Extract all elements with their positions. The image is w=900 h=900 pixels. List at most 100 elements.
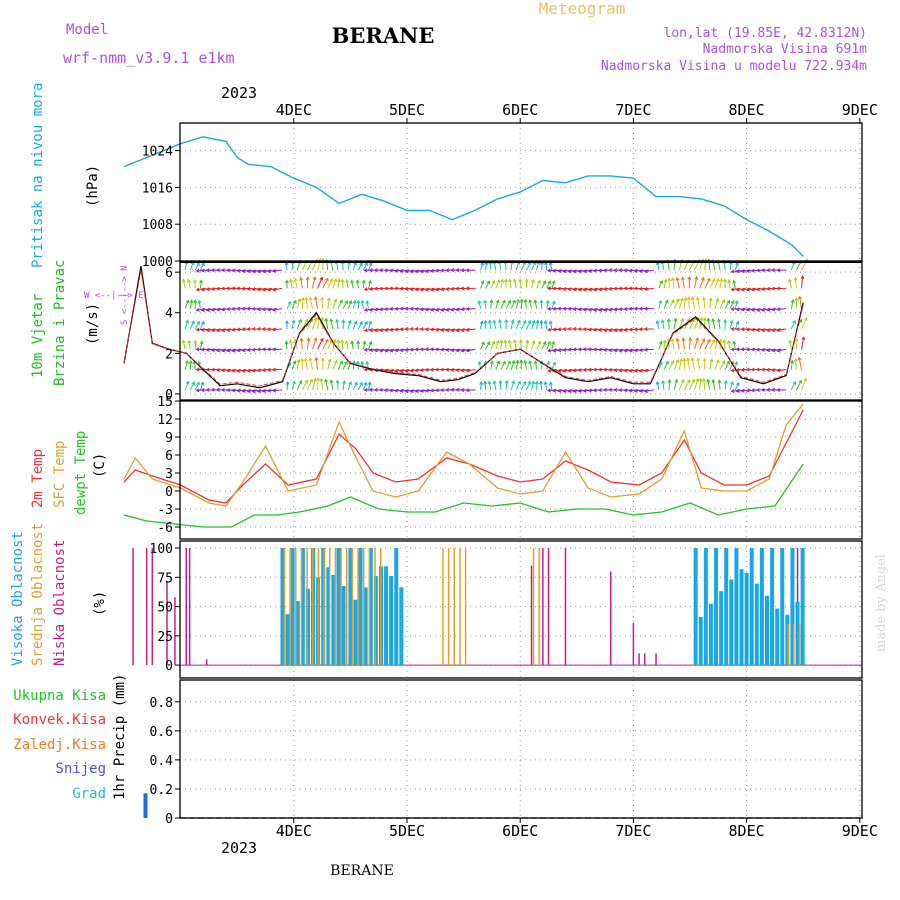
wind-arrowhead [251,389,256,394]
wind-arrowhead [465,327,470,332]
wind-arrow [456,328,466,332]
wind-arrowhead [389,327,394,332]
wind-arrowhead [210,286,215,291]
wind-arrowhead [512,278,517,283]
wind-arrowhead [314,356,319,361]
wind-arrow [688,297,690,309]
wind-arrowhead [195,287,200,292]
wind-arrowhead [356,299,361,304]
wind-arrow [801,276,804,289]
wind-arrowhead [303,357,308,362]
wind-arrowhead [210,367,215,372]
wind-arrowhead [771,307,776,312]
cloud-bar-high [353,599,358,666]
wind-arrow [252,287,262,290]
wind-arrow [777,328,787,331]
wind-arrowhead [368,268,373,273]
wind-arrowhead [341,319,346,323]
wind-arrowhead [368,279,372,284]
wind-arrowhead [771,286,776,291]
wind-arrowhead [361,279,366,284]
wind-arrowhead [711,378,716,383]
precip-label-hail: Grad [72,786,106,802]
y-tick-label-temperature: -6 [157,521,173,536]
wind-arrow [709,278,716,289]
wind-arrowhead [643,269,648,274]
wind-arrow [741,269,751,273]
wind-arrowhead [766,268,770,273]
wind-arrowhead [373,268,378,273]
wind-arrowhead [440,367,444,372]
wind-arrow [420,389,430,392]
wind-arrowhead [533,360,538,365]
wind-arrowhead [740,269,745,274]
wind-arrow [314,296,319,309]
wind-arrowhead [450,286,455,291]
wind-arrowhead [339,360,343,365]
wind-arrowhead [735,307,740,312]
wind-arrowhead [329,379,334,384]
wind-arrowhead [800,275,805,280]
cloud-bar-high [775,608,780,666]
wind-arrow [296,359,300,370]
wind-arrowhead [572,269,577,274]
wind-arrowhead [662,339,667,344]
wind-arrow [520,320,527,330]
wind-arrowhead [379,328,383,333]
pressure-line [123,136,804,257]
wind-arrowhead [350,279,354,284]
wind-arrowhead [715,298,720,303]
y-tick-label-precip: 0.8 [150,696,173,711]
wind-arrowhead [537,279,541,284]
wind-arrowhead [320,316,325,321]
wind-arrow [484,300,487,309]
wind-arrow [232,389,242,392]
wind-arrowhead [363,307,368,312]
wind-arrowhead [675,298,680,303]
wind-arrowhead [674,378,679,383]
wind-arrowhead [735,389,740,393]
wind-arrowhead [790,298,795,303]
wind-arrowhead [542,280,547,285]
wind-arrow [441,348,451,351]
wind-arrow [420,308,430,311]
wind-arrow [395,389,405,392]
wind-arrowhead [409,389,414,394]
wind-arrow [332,360,338,370]
wind-arrowhead [723,318,728,323]
wind-arrow [746,328,756,331]
wind-arrow [267,308,277,311]
cloud-bar-high [341,586,346,666]
wind-arrowhead [231,388,236,393]
wind-arrowhead [424,287,429,292]
wind-arrow [731,269,741,273]
wind-arrowhead [664,299,669,304]
wind-arrowhead [539,299,544,304]
wind-arrow [714,359,720,370]
wind-arrow [529,299,533,309]
wind-arrow [514,340,517,350]
wind-arrowhead [679,358,683,362]
wind-arrowhead [548,320,553,325]
wind-arrow [536,320,539,330]
wind-arrowhead [465,286,470,291]
wind-label-2: Brzina i Pravac [52,260,68,386]
wind-arrowhead [226,388,230,393]
wind-arrowhead [587,269,592,273]
y-tick-label-precip: 0.2 [150,783,173,798]
location-text: lon,lat (19.85E, 42.8312N) [664,26,868,41]
wind-arrowhead [766,307,771,312]
wind-label-1: 10m Vjetar [30,294,46,378]
wind-arrowhead [547,327,552,332]
wind-arrowhead [695,296,700,301]
wind-arrowhead [354,381,358,386]
wind-arrowhead [185,380,190,385]
wind-arrowhead [221,286,225,291]
wind-arrow [405,389,415,392]
wind-arrowhead [522,380,527,385]
wind-arrowhead [628,388,633,393]
wind-arrowhead [200,388,205,393]
wind-arrow [697,358,701,370]
wind-arrowhead [205,268,210,273]
wind-arrowhead [531,278,535,283]
